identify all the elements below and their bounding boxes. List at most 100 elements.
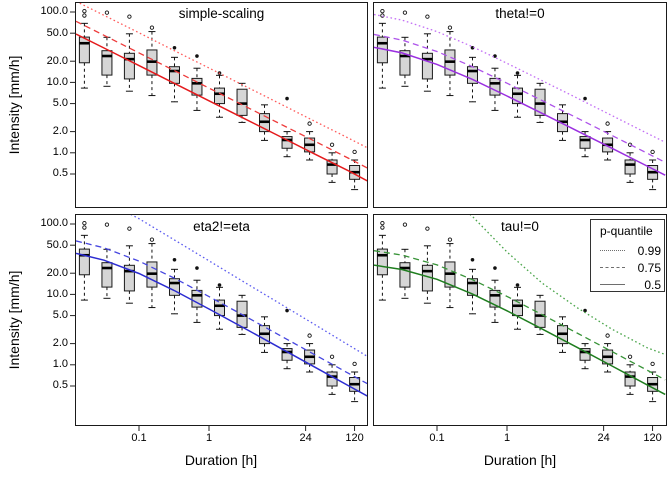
outlier-point: [307, 333, 312, 338]
quantile-line-099: [77, 3, 367, 149]
panel-theta: [373, 2, 667, 208]
outlier-point: [447, 25, 453, 30]
legend-label-q99: 0.99: [637, 243, 661, 258]
dashed-line-icon: [600, 267, 625, 268]
outlier-point: [104, 222, 110, 227]
y-tick-label: 5.0: [52, 309, 68, 322]
outlier-point: [217, 283, 222, 287]
outlier-point: [195, 54, 199, 58]
boxplot: [191, 266, 203, 323]
outlier-point: [285, 308, 289, 313]
y-tick-label: 0.5: [52, 379, 68, 392]
x-tick-label: 1: [503, 432, 511, 444]
outlier-point: [493, 266, 497, 270]
x-axis-title-right: Duration [h]: [483, 452, 557, 468]
legend-row-q99: 0.99: [600, 242, 661, 259]
boxplot: [421, 226, 433, 304]
boxplot: [602, 121, 614, 161]
outlier-point: [470, 258, 475, 262]
y-tick-label: 10.0: [46, 75, 68, 88]
panel-plot-area: [374, 8, 666, 191]
y-tick-label: 100.0: [40, 217, 68, 230]
outlier-point: [470, 46, 475, 50]
boxplot: [647, 149, 659, 191]
outlier-point: [605, 333, 610, 338]
y-tick-label: 0.5: [52, 167, 68, 180]
x-tick-label: 120: [345, 432, 364, 444]
y-tick-label: 100.0: [40, 5, 68, 18]
panel-plot-area: [374, 215, 666, 403]
outlier-point: [307, 121, 312, 126]
boxplot: [399, 222, 411, 299]
x-tick-label: 120: [643, 432, 662, 444]
x-tick-label: 24: [299, 432, 312, 444]
y-tick-label: 2.0: [52, 125, 68, 138]
outlier-point: [493, 54, 497, 58]
boxplot: [168, 258, 180, 315]
y-tick-label: 20.0: [46, 54, 68, 67]
outlier-point: [195, 266, 199, 270]
outlier-point: [352, 149, 357, 155]
x-tick-label: 0.1: [131, 432, 147, 444]
y-tick-label: 1.0: [52, 146, 68, 159]
panel-eta2: [75, 214, 368, 426]
boxplot: [259, 104, 271, 141]
outlier-point: [172, 258, 177, 262]
y-tick-label: 1.0: [52, 358, 68, 371]
boxplot: [399, 10, 411, 87]
solid-line-icon: [600, 284, 625, 285]
outlier-point: [605, 121, 610, 126]
outlier-point: [627, 354, 633, 359]
quantile-line-075: [76, 240, 367, 385]
boxplot: [579, 96, 591, 158]
y-tick-label: 5.0: [52, 97, 68, 110]
panel-plot-area: [76, 3, 367, 191]
y-tick-label: 50.0: [46, 238, 68, 251]
boxplot: [489, 54, 501, 111]
boxplot: [444, 25, 456, 97]
outlier-point: [583, 308, 587, 313]
outlier-point: [329, 354, 335, 359]
boxplot: [123, 226, 135, 304]
outlier-point: [447, 237, 453, 242]
outlier-point: [82, 13, 87, 18]
boxplot: [444, 237, 456, 309]
boxplot: [624, 142, 636, 183]
outlier-point: [82, 8, 87, 14]
legend-title: p-quantile: [600, 224, 653, 238]
boxplot: [214, 71, 225, 118]
quantile-line-075: [374, 250, 666, 381]
boxplot: [259, 316, 271, 353]
y-tick-label: 20.0: [46, 266, 68, 279]
x-axis-title-left: Duration [h]: [184, 452, 258, 468]
panel-plot-area: [76, 215, 367, 403]
y-tick-label: 50.0: [46, 26, 68, 39]
boxplot: [326, 354, 338, 395]
outlier-point: [82, 220, 87, 226]
panel-simple-scaling: [75, 2, 368, 208]
legend-row-q75: 0.75: [600, 259, 661, 276]
outlier-point: [172, 46, 177, 50]
panel-title-tau: tau!=0: [501, 219, 539, 234]
outlier-point: [104, 10, 110, 15]
quantile-legend: p-quantile 0.99 0.75 0.5: [590, 219, 665, 292]
outlier-point: [127, 226, 132, 231]
outlier-point: [380, 225, 385, 230]
boxplot: [466, 46, 478, 103]
boxplot: [349, 361, 361, 403]
boxplot: [512, 283, 523, 330]
dotted-line-icon: [600, 250, 625, 251]
quantile-line-099: [374, 13, 666, 143]
panel-title-eta2: eta2!=eta: [193, 219, 250, 234]
outlier-point: [402, 222, 408, 227]
quantile-line-050: [76, 252, 367, 397]
y-axis-title-top: Intensity [mm/h]: [6, 55, 22, 155]
boxplot: [376, 8, 388, 89]
panel-title-theta: theta!=0: [495, 6, 545, 21]
boxplot: [512, 71, 523, 118]
outlier-point: [149, 25, 155, 30]
outlier-point: [650, 149, 655, 155]
outlier-point: [380, 8, 385, 14]
boxplot: [304, 333, 316, 373]
